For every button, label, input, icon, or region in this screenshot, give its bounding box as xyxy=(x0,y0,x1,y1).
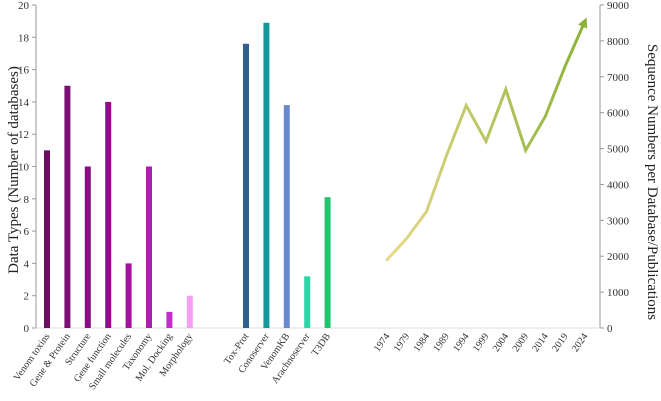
x-tick-label: 1989 xyxy=(431,331,451,354)
x-tick-label: 2009 xyxy=(511,331,531,354)
left-tick-label: 8 xyxy=(24,194,30,206)
bar-database xyxy=(243,43,249,328)
left-axis-ticks: 0 2 4 6 8 10 12 14 16 18 20 xyxy=(18,0,36,335)
right-tick-label: 3000 xyxy=(607,215,630,227)
right-tick-label: 8000 xyxy=(607,36,630,48)
left-tick-label: 14 xyxy=(18,97,30,109)
bar-data-type xyxy=(44,150,50,328)
bar-data-type xyxy=(146,166,152,328)
bar-database xyxy=(324,197,331,328)
x-tick-label: 1979 xyxy=(392,331,412,354)
x-tick-label: 1994 xyxy=(451,331,471,354)
left-tick-label: 12 xyxy=(18,129,29,141)
left-tick-label: 10 xyxy=(18,162,30,174)
database-bars xyxy=(243,22,331,328)
x-tick-label: 2024 xyxy=(570,331,590,354)
bar-data-type xyxy=(166,311,173,328)
x-tick-label: 1999 xyxy=(471,331,491,354)
x-tick-label: T3DB xyxy=(310,331,334,358)
bar-data-type xyxy=(186,295,193,328)
right-tick-label: 2000 xyxy=(607,251,630,263)
right-axis-title: Sequence Numbers per Database/Publicatio… xyxy=(644,44,660,320)
x-tick-label: 1984 xyxy=(412,331,432,354)
left-tick-label: 2 xyxy=(24,291,30,303)
left-axis-title: Data Types (Number of databases) xyxy=(6,66,22,274)
data-type-bars xyxy=(44,85,193,329)
left-tick-label: 20 xyxy=(18,0,30,12)
right-tick-label: 1000 xyxy=(607,287,630,299)
left-tick-label: 18 xyxy=(18,32,30,44)
bar-data-type xyxy=(105,101,112,329)
bar-data-type xyxy=(84,166,91,328)
right-tick-label: 6000 xyxy=(607,108,630,120)
x-tick-label: 1974 xyxy=(372,331,392,354)
right-tick-label: 7000 xyxy=(607,72,630,84)
left-tick-label: 4 xyxy=(24,258,30,270)
right-tick-label: 4000 xyxy=(607,179,630,191)
left-tick-label: 6 xyxy=(24,226,30,238)
x-tick-label: 2019 xyxy=(550,331,570,354)
x-tick-label: 2014 xyxy=(530,331,550,354)
bar-database xyxy=(263,22,270,328)
left-tick-label: 0 xyxy=(24,323,30,335)
bar-database xyxy=(304,276,311,328)
publication-line xyxy=(385,17,588,262)
publication-line-group xyxy=(385,17,588,262)
bar-data-type xyxy=(125,263,132,328)
bar-data-type xyxy=(64,85,71,328)
right-tick-label: 0 xyxy=(607,323,613,335)
right-tick-label: 5000 xyxy=(607,144,630,156)
right-axis-ticks: 0 1000 2000 3000 4000 5000 6000 7000 8000 9000 xyxy=(600,0,630,335)
right-tick-label: 9000 xyxy=(607,0,630,12)
left-tick-label: 16 xyxy=(18,65,30,77)
x-tick-label: 2004 xyxy=(491,331,511,354)
bar-database xyxy=(283,105,290,328)
